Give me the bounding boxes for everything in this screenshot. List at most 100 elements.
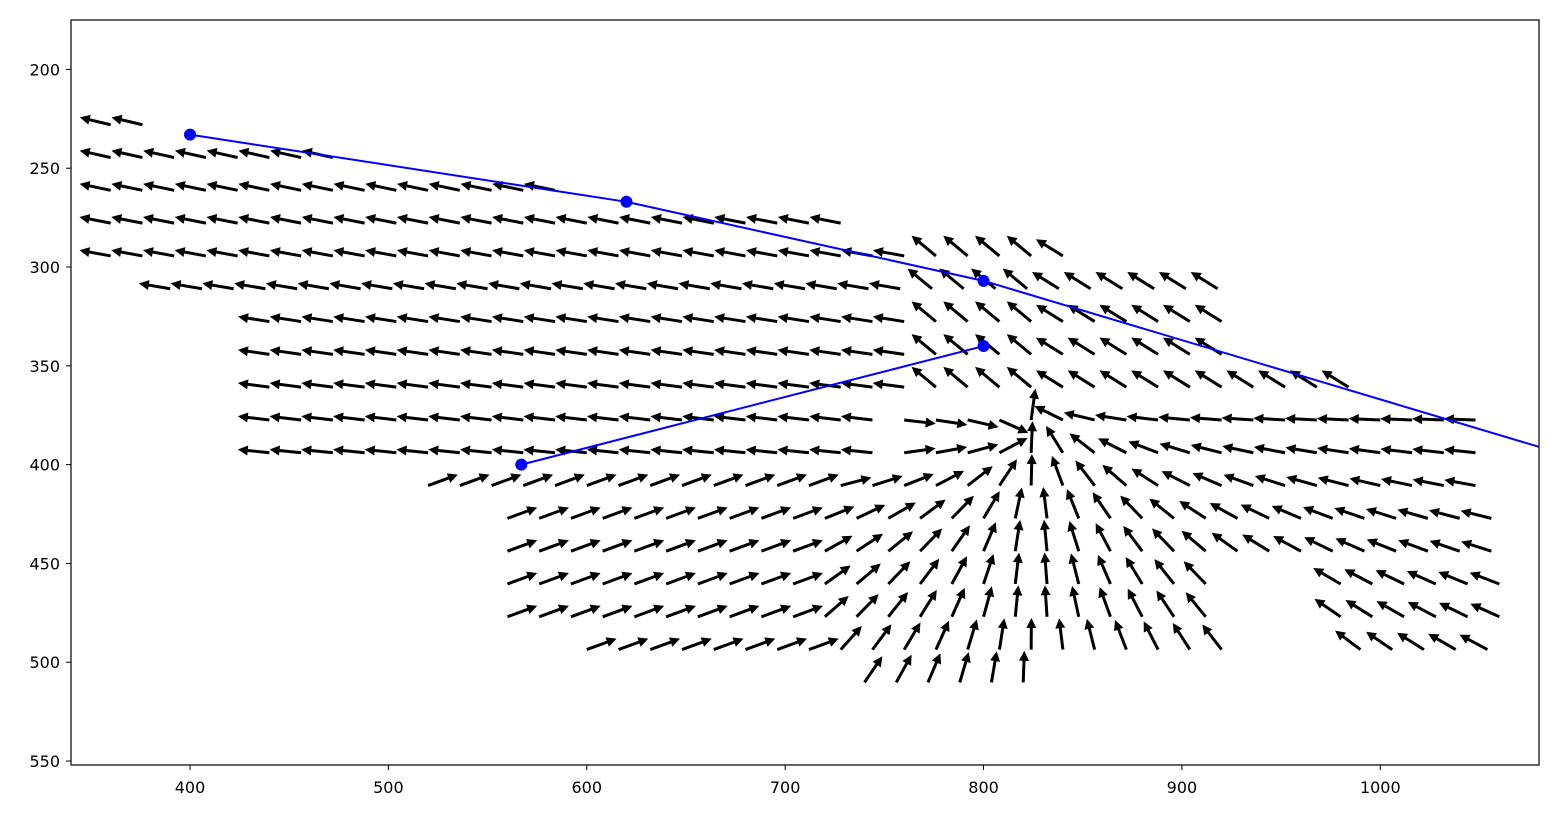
vector-arrow — [1444, 476, 1476, 488]
vector-arrow — [269, 313, 302, 324]
vector-arrow — [143, 214, 175, 225]
vector-arrow — [456, 280, 488, 291]
x-axis: 400 500 600 700 800 900 1000 — [175, 765, 1401, 797]
vector-arrow — [760, 506, 792, 520]
vector-arrow — [237, 412, 270, 423]
vector-arrow — [491, 379, 524, 390]
vector-arrow — [1012, 552, 1023, 585]
vector-arrow — [1095, 411, 1127, 422]
vector-arrow — [1349, 475, 1381, 488]
vector-arrow — [1032, 271, 1060, 291]
series-point — [977, 340, 990, 353]
vector-arrow — [808, 637, 839, 652]
vector-arrow — [1316, 413, 1349, 424]
vector-arrow — [333, 313, 365, 324]
vector-arrow — [697, 506, 728, 520]
vector-arrow — [111, 114, 143, 127]
vector-arrow — [823, 595, 849, 618]
vector-arrow — [269, 214, 302, 225]
vector-arrow — [1125, 556, 1144, 585]
vector-arrow — [1006, 334, 1033, 356]
vector-arrow — [918, 589, 937, 618]
vector-arrow — [1127, 271, 1155, 291]
vector-arrow — [202, 280, 234, 291]
vector-arrow — [1344, 569, 1374, 586]
vector-arrow — [238, 214, 270, 225]
vector-arrow — [950, 556, 967, 585]
vector-arrow — [1221, 413, 1254, 424]
vector-arrow — [967, 418, 999, 430]
vector-arrow — [1348, 444, 1381, 455]
vector-arrow — [1348, 414, 1381, 425]
vector-arrow — [903, 444, 936, 455]
vector-arrow — [301, 180, 334, 192]
vector-arrow — [301, 445, 334, 456]
vector-arrow — [492, 180, 524, 192]
vector-arrow — [665, 539, 696, 553]
vector-arrow — [143, 147, 175, 160]
vector-arrow — [902, 622, 921, 651]
vector-arrow — [1067, 337, 1096, 356]
vector-arrow — [1098, 438, 1128, 455]
vector-arrow — [681, 637, 712, 652]
vector-arrow — [238, 180, 270, 192]
vector-arrow — [1183, 561, 1207, 586]
vector-arrow — [587, 313, 619, 324]
vector-arrow — [1412, 445, 1444, 456]
vector-arrow — [523, 214, 556, 225]
vector-arrow — [523, 379, 556, 390]
vector-arrow — [777, 346, 810, 357]
vector-arrow — [523, 313, 556, 324]
vector-arrow — [506, 506, 538, 520]
vector-arrow — [1149, 498, 1175, 520]
vector-arrow — [602, 539, 633, 553]
vector-arrow — [143, 180, 175, 192]
y-tick-label: 300 — [29, 258, 60, 277]
vector-arrow — [868, 280, 901, 291]
vector-arrow — [855, 504, 886, 520]
vector-arrow — [1397, 507, 1429, 520]
vector-arrow — [1068, 553, 1081, 585]
vector-arrow — [887, 531, 914, 553]
vector-arrow — [1067, 520, 1081, 552]
vector-arrow — [269, 445, 302, 456]
x-tick-label: 1000 — [1360, 778, 1401, 797]
vector-arrow — [1202, 624, 1223, 651]
vector-arrow — [428, 412, 460, 423]
vector-arrow — [682, 247, 715, 258]
vector-arrow — [1460, 508, 1492, 520]
vector-arrow — [506, 539, 538, 553]
vector-arrow — [975, 235, 1001, 258]
vector-arrow — [333, 214, 365, 225]
vector-arrow — [237, 346, 270, 357]
vector-arrow — [682, 379, 714, 390]
vector-arrow — [1035, 370, 1064, 389]
vector-arrow — [1438, 571, 1469, 586]
x-tick-label: 400 — [175, 778, 206, 797]
vector-arrow — [633, 571, 665, 586]
vector-arrow — [460, 313, 492, 324]
vector-arrow — [583, 280, 615, 291]
vector-arrow — [1097, 554, 1112, 585]
vector-arrow — [1429, 539, 1461, 553]
vector-arrow — [840, 445, 873, 456]
vector-arrow — [1154, 559, 1176, 585]
vector-arrow — [1120, 495, 1144, 520]
vector-arrow — [428, 180, 461, 192]
vector-arrow — [1428, 633, 1457, 651]
vector-arrow — [523, 247, 556, 258]
vector-arrow — [1240, 504, 1270, 520]
vector-arrow — [364, 346, 397, 357]
vector-arrow — [428, 445, 460, 456]
vector-arrow — [301, 214, 334, 225]
vector-arrow — [1002, 268, 1029, 290]
vector-arrow — [1459, 634, 1489, 651]
vector-arrow — [1151, 528, 1176, 553]
vector-arrow — [1375, 570, 1405, 586]
vector-arrow — [1209, 503, 1239, 520]
vector-arrow — [681, 473, 712, 487]
vector-arrow — [460, 180, 492, 192]
vector-arrow — [333, 445, 365, 456]
vector-arrow — [1314, 598, 1342, 619]
vector-arrow — [269, 346, 302, 357]
